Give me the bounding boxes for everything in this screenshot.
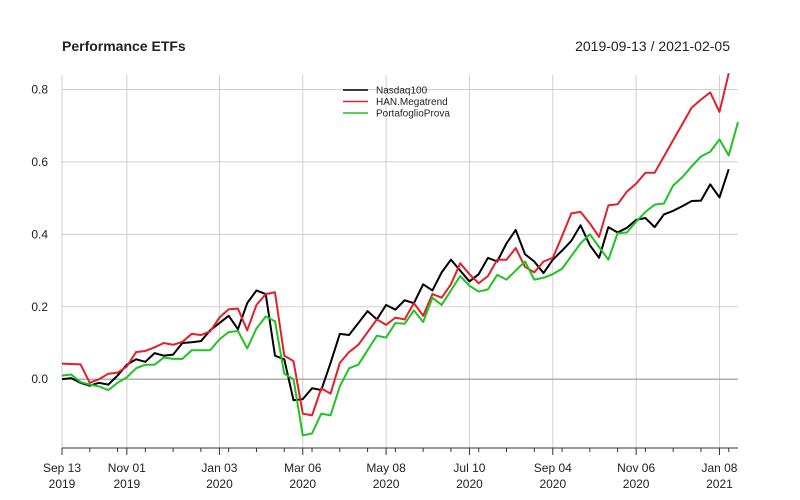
- x-tick-year: 2020: [206, 477, 233, 491]
- x-tick-label: Sep 04: [534, 461, 572, 475]
- x-tick-year: 2019: [113, 477, 140, 491]
- series-line-nasdaq100: [61, 168, 730, 402]
- x-tick-year: 2020: [373, 477, 400, 491]
- y-tick-label: 0.2: [31, 300, 48, 314]
- x-tick-year: 2020: [623, 477, 650, 491]
- grid: [61, 75, 738, 448]
- y-tick-label: 0.6: [31, 155, 48, 169]
- x-tick-year: 2019: [49, 477, 76, 491]
- x-tick-label: Sep 13: [43, 461, 81, 475]
- legend-label: HAN.Megatrend: [376, 97, 448, 108]
- series-line-han-megatrend: [61, 72, 730, 417]
- series-line-portafoglioprova: [61, 121, 739, 437]
- legend-label: Nasdaq100: [376, 86, 428, 97]
- x-tick-year: 2020: [289, 477, 316, 491]
- x-tick-year: 2021: [706, 477, 733, 491]
- x-tick-year: 2020: [539, 477, 566, 491]
- chart-title: Performance ETFs: [62, 38, 186, 54]
- x-tick-year: 2020: [456, 477, 483, 491]
- y-tick-label: 0.0: [31, 372, 48, 386]
- y-tick-label: 0.4: [31, 227, 48, 241]
- legend-label: PortafoglioProva: [376, 109, 450, 120]
- x-tick-label: Jan 08: [701, 461, 737, 475]
- x-tick-label: Jul 10: [453, 461, 485, 475]
- x-tick-label: Nov 01: [108, 461, 146, 475]
- x-axis: Sep 13 2019 Nov 01 2019 Jan 03 2020 Mar 06 2020…: [43, 447, 738, 491]
- series-lines: [61, 72, 739, 437]
- x-tick-label: May 08: [366, 461, 406, 475]
- x-tick-label: Mar 06: [284, 461, 322, 475]
- y-axis: 0.0 0.2 0.4 0.6 0.8: [31, 82, 48, 386]
- date-range-label: 2019-09-13 / 2021-02-05: [575, 38, 730, 54]
- y-tick-label: 0.8: [31, 82, 48, 96]
- x-tick-label: Nov 06: [617, 461, 655, 475]
- x-tick-label: Jan 03: [201, 461, 237, 475]
